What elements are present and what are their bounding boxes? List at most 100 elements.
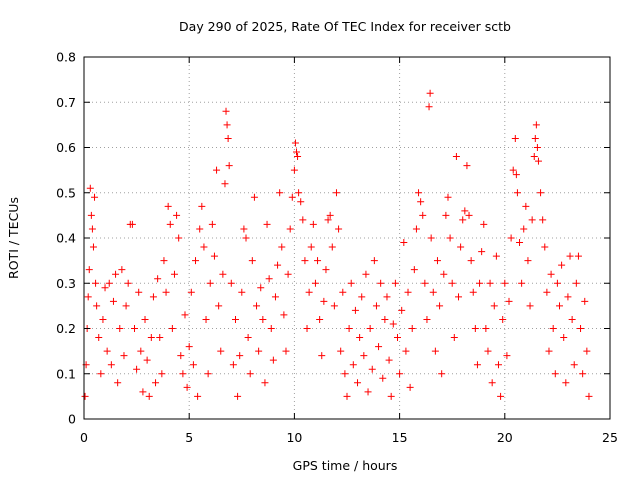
- data-point: [156, 334, 164, 342]
- y-tick-label: 0.3: [56, 276, 76, 291]
- data-point: [465, 211, 473, 219]
- data-point: [362, 270, 370, 278]
- data-point: [583, 347, 591, 355]
- data-point: [391, 279, 399, 287]
- data-point: [511, 134, 519, 142]
- data-point: [547, 270, 555, 278]
- data-point: [402, 347, 410, 355]
- data-point: [322, 266, 330, 274]
- data-point: [114, 379, 122, 387]
- data-point: [135, 288, 143, 296]
- data-point: [330, 302, 338, 310]
- data-point: [234, 392, 242, 400]
- data-point: [286, 225, 294, 233]
- data-point: [206, 279, 214, 287]
- data-point: [303, 325, 311, 332]
- data-point: [84, 293, 92, 301]
- data-point: [490, 302, 498, 310]
- data-point: [513, 189, 521, 197]
- chart-title: Day 290 of 2025, Rate Of TEC Index for r…: [179, 19, 511, 34]
- data-point: [332, 189, 340, 197]
- data-point: [192, 257, 200, 265]
- data-point: [528, 216, 536, 224]
- data-point: [372, 302, 380, 310]
- data-point: [118, 266, 126, 274]
- data-point: [480, 220, 488, 228]
- data-point: [531, 134, 539, 142]
- data-point: [518, 279, 526, 287]
- data-point: [379, 374, 387, 382]
- data-point: [442, 211, 450, 219]
- data-point: [187, 288, 195, 296]
- data-point: [400, 239, 408, 247]
- data-point: [170, 270, 178, 278]
- data-point: [494, 361, 502, 369]
- y-tick-label: 0.5: [56, 185, 76, 200]
- data-point: [433, 257, 441, 265]
- data-point: [263, 220, 271, 228]
- data-point: [284, 270, 292, 278]
- data-point: [91, 193, 99, 201]
- data-point: [166, 220, 174, 228]
- data-point: [309, 220, 317, 228]
- data-point: [368, 365, 376, 373]
- data-point: [274, 261, 282, 269]
- data-point: [539, 216, 547, 224]
- data-point: [469, 288, 477, 296]
- data-point: [183, 383, 191, 391]
- data-point: [558, 261, 566, 269]
- x-tick-label: 15: [392, 430, 408, 445]
- data-point: [175, 234, 183, 242]
- data-point: [257, 284, 265, 292]
- data-point: [492, 252, 500, 260]
- data-point: [299, 216, 307, 224]
- x-tick-label: 10: [286, 430, 302, 445]
- data-point: [347, 279, 355, 287]
- data-point: [562, 379, 570, 387]
- data-point: [250, 193, 258, 201]
- data-point: [568, 315, 576, 323]
- data-points: [81, 89, 593, 400]
- data-point: [185, 343, 193, 351]
- data-point: [291, 139, 299, 147]
- data-point: [366, 325, 374, 332]
- data-point: [393, 334, 401, 342]
- data-point: [103, 347, 111, 355]
- data-point: [339, 288, 347, 296]
- data-point: [486, 279, 494, 287]
- data-point: [116, 325, 124, 332]
- data-point: [141, 315, 149, 323]
- data-point: [446, 234, 454, 242]
- data-point: [541, 243, 549, 251]
- x-tick-label: 0: [80, 430, 88, 445]
- data-point: [326, 211, 334, 219]
- data-point: [421, 279, 429, 287]
- data-point: [164, 202, 172, 210]
- data-point: [194, 392, 202, 400]
- data-point: [499, 315, 507, 323]
- data-point: [419, 211, 427, 219]
- data-point: [471, 325, 479, 332]
- data-point: [196, 225, 204, 233]
- data-point: [505, 297, 513, 305]
- data-point: [105, 279, 113, 287]
- y-axis-label: ROTI / TECUs: [6, 197, 21, 279]
- data-point: [189, 361, 197, 369]
- data-point: [358, 293, 366, 301]
- data-point: [354, 379, 362, 387]
- data-point: [173, 211, 181, 219]
- data-point: [497, 392, 505, 400]
- data-point: [130, 325, 138, 332]
- data-point: [512, 171, 520, 179]
- data-point: [224, 134, 232, 142]
- data-point: [177, 352, 185, 360]
- data-point: [210, 252, 218, 260]
- data-point: [370, 257, 378, 265]
- data-point: [387, 392, 395, 400]
- data-point: [537, 189, 545, 197]
- data-point: [556, 302, 564, 310]
- data-point: [574, 252, 582, 260]
- data-point: [450, 334, 458, 342]
- data-point: [476, 279, 484, 287]
